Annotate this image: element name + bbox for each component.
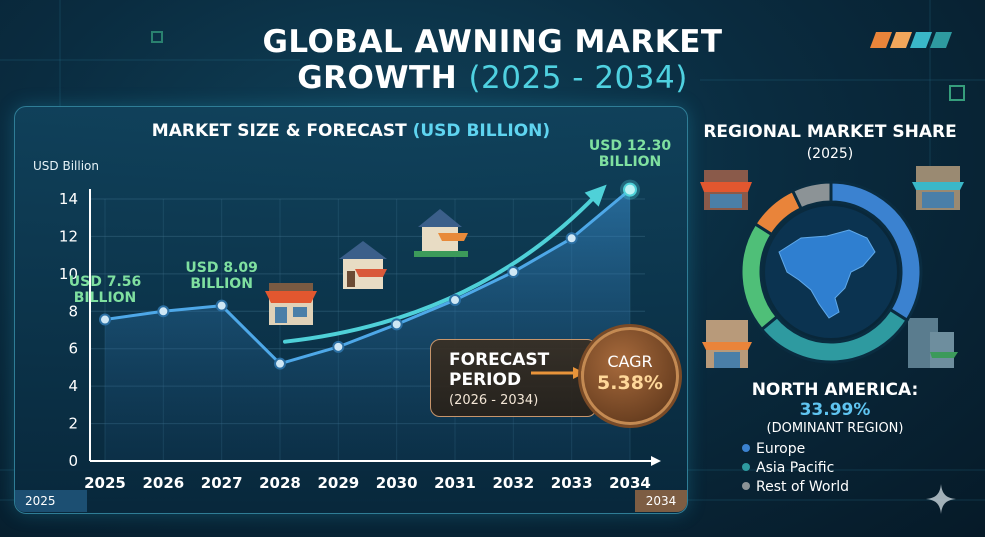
- house-awning-icon: [339, 241, 387, 289]
- legend-dot-europe: [742, 444, 750, 452]
- data-point: [565, 232, 578, 245]
- y-tick-label: 12: [59, 227, 78, 245]
- annotation-2025: USD 7.56 BILLION: [68, 273, 142, 306]
- title-line-2-accent: (2025 - 2034): [468, 60, 688, 96]
- x-tick-label: 2027: [201, 474, 243, 492]
- page-title: GLOBAL AWNING MARKET GROWTH (2025 - 2034…: [0, 24, 985, 96]
- chart-title-accent: (USD BILLION): [412, 121, 551, 141]
- forecast-title: FORECAST PERIOD: [449, 350, 550, 390]
- x-tick-label: 2034: [609, 474, 651, 492]
- x-tick-label: 2025: [84, 474, 126, 492]
- x-tick-label: 2028: [259, 474, 301, 492]
- data-point: [623, 182, 637, 197]
- annotation-2034: USD 12.30 BILLION: [588, 137, 672, 170]
- chart-panel: MARKET SIZE & FORECAST (USD BILLION) USD…: [14, 106, 688, 514]
- donut-slice-other: [790, 180, 833, 211]
- legend-dot-rest-of-world: [742, 482, 750, 490]
- dominant-region-share: 33.99%: [799, 400, 871, 420]
- timeline-start: 2025: [15, 490, 87, 512]
- x-tick-label: 2030: [376, 474, 418, 492]
- forecast-period-box: FORECAST PERIOD (2026 - 2034): [430, 339, 597, 417]
- data-point: [390, 318, 403, 331]
- legend-item: Asia Pacific: [742, 459, 849, 478]
- x-axis-arrow: [651, 456, 661, 466]
- shop-building-icon: [700, 170, 752, 210]
- cagr-label: CAGR: [607, 352, 653, 371]
- arrow-right-icon: [531, 367, 585, 379]
- data-point: [215, 299, 228, 312]
- annotation-2027: USD 8.09 BILLION: [185, 259, 258, 292]
- chart-title-main: MARKET SIZE & FORECAST: [151, 121, 407, 141]
- brand-logo-icon: [870, 32, 952, 48]
- series-line: [104, 188, 631, 366]
- y-tick-label: 10: [59, 265, 78, 283]
- x-tick-label: 2032: [492, 474, 534, 492]
- legend-label: Rest of World: [756, 479, 850, 495]
- cottage-awning-icon: [414, 209, 468, 257]
- trend-arrowhead: [584, 184, 607, 207]
- y-tick-label: 4: [68, 377, 78, 395]
- y-tick-label: 8: [68, 302, 78, 320]
- legend-label: Asia Pacific: [756, 460, 835, 476]
- title-line-2-main: GROWTH: [297, 60, 458, 96]
- x-tick-label: 2029: [317, 474, 359, 492]
- data-point: [157, 305, 170, 318]
- title-line-2: GROWTH (2025 - 2034): [0, 60, 985, 96]
- dominant-region-note: (DOMINANT REGION): [766, 421, 904, 436]
- y-tick-label: 6: [68, 340, 78, 358]
- title-line-1: GLOBAL AWNING MARKET: [262, 24, 723, 60]
- sparkle-icon: [926, 484, 956, 514]
- data-point: [449, 294, 461, 307]
- cagr-badge: CAGR 5.38%: [581, 327, 679, 425]
- legend-label: Europe: [756, 441, 806, 457]
- cagr-value: 5.38%: [597, 372, 663, 394]
- x-tick-label: 2031: [434, 474, 476, 492]
- regional-donut-chart: [739, 180, 923, 364]
- legend-item: Rest of World: [742, 478, 849, 497]
- chart-title: MARKET SIZE & FORECAST (USD BILLION): [15, 121, 687, 141]
- y-tick-label: 14: [59, 190, 78, 208]
- storefront-icon: [265, 283, 317, 325]
- trend-arrow: [283, 192, 599, 344]
- townhouse-icon: [702, 320, 752, 368]
- y-tick-label: 0: [68, 452, 78, 470]
- data-point: [507, 265, 520, 278]
- x-tick-label: 2033: [551, 474, 593, 492]
- data-point: [332, 340, 345, 353]
- cafe-building-icon: [912, 166, 964, 210]
- y-axis-label: USD Billion: [33, 159, 99, 173]
- north-america-map-icon: [778, 229, 876, 319]
- office-building-icon: [908, 318, 958, 368]
- legend-dot-asia-pacific: [742, 463, 750, 471]
- region-legend: Europe Asia Pacific Rest of World: [742, 440, 849, 497]
- regional-subtitle: (2025): [806, 146, 854, 162]
- regional-title: REGIONAL MARKET SHARE: [703, 122, 957, 142]
- y-tick-label: 2: [68, 415, 78, 433]
- legend-item: Europe: [742, 440, 849, 459]
- forecast-range: (2026 - 2034): [449, 393, 539, 408]
- timeline-end: 2034: [635, 490, 687, 512]
- x-tick-label: 2026: [142, 474, 184, 492]
- data-point: [99, 313, 111, 326]
- dominant-region-name: NORTH AMERICA:: [751, 380, 919, 400]
- data-point: [274, 357, 286, 370]
